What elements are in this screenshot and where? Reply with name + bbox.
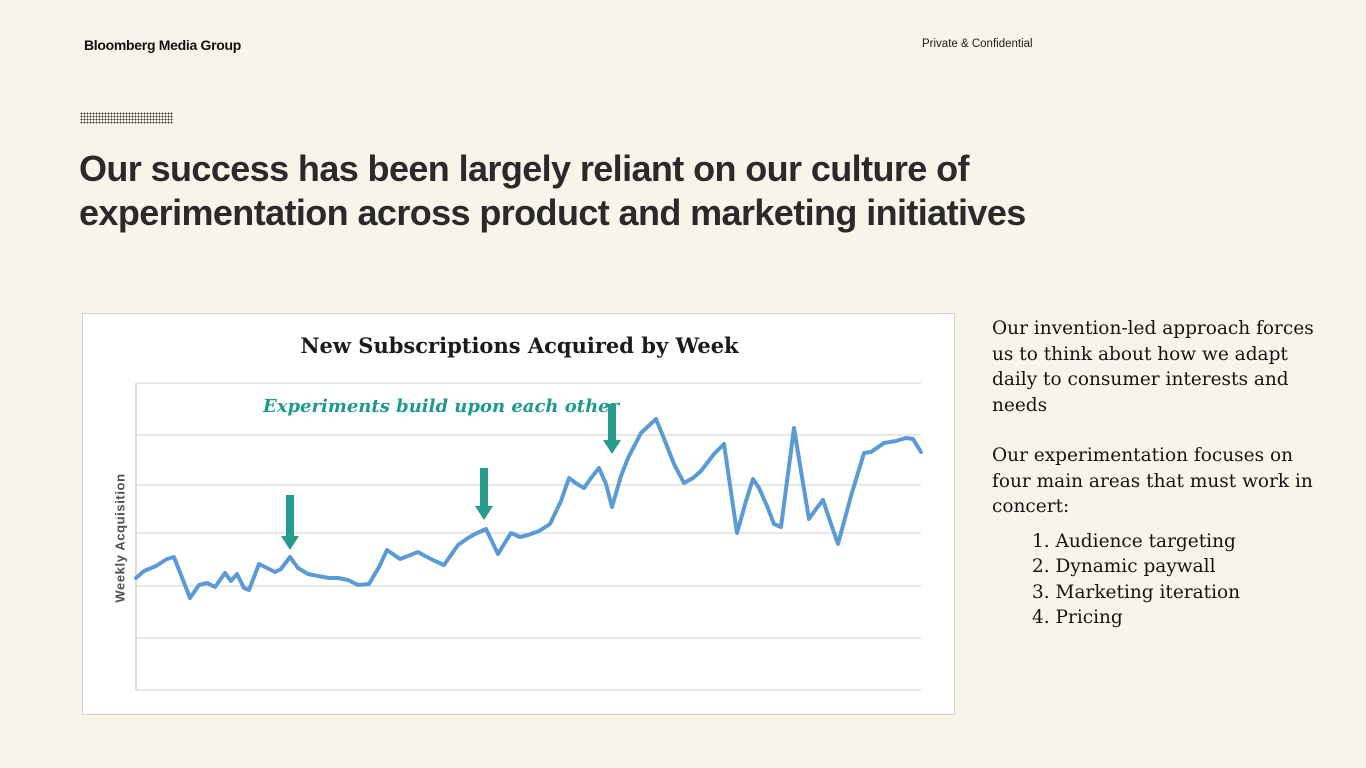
bloomberg-media-group-logo: Bloomberg Media Group bbox=[84, 37, 242, 53]
experiment-arrow-icon bbox=[603, 404, 621, 454]
chart-card: New Subscriptions Acquired by Week Exper… bbox=[82, 313, 955, 715]
list-item: 4. Pricing bbox=[1032, 607, 1123, 628]
dotted-pattern-decoration bbox=[80, 112, 173, 124]
invention-led-paragraph: Our invention-led approach forces us to … bbox=[992, 318, 1314, 416]
chart-title: New Subscriptions Acquired by Week bbox=[300, 333, 739, 358]
list-item: 2. Dynamic paywall bbox=[1032, 556, 1216, 577]
list-item: 3. Marketing iteration bbox=[1032, 581, 1241, 603]
focus-areas-list: 1. Audience targeting 2. Dynamic paywall… bbox=[992, 529, 1317, 631]
right-column: Our invention-led approach forces us to … bbox=[992, 316, 1317, 631]
chart-annotation: Experiments build upon each other bbox=[263, 396, 620, 417]
experimentation-focus-paragraph: Our experimentation focuses on four main… bbox=[992, 445, 1313, 517]
slide-title-line-2: experimentation across product and marke… bbox=[79, 192, 1026, 233]
list-item: 1. Audience targeting bbox=[1032, 530, 1236, 552]
experiment-arrow-icon bbox=[281, 495, 299, 550]
slide-title-line-1: Our success has been largely reliant on … bbox=[79, 148, 969, 189]
experiment-arrow-icon bbox=[475, 468, 493, 520]
confidential-label: Private & Confidential bbox=[922, 38, 1033, 50]
slide-title: Our success has been largely reliant on … bbox=[79, 147, 1199, 235]
chart-line bbox=[134, 417, 923, 600]
subscriptions-line-chart bbox=[134, 382, 923, 691]
